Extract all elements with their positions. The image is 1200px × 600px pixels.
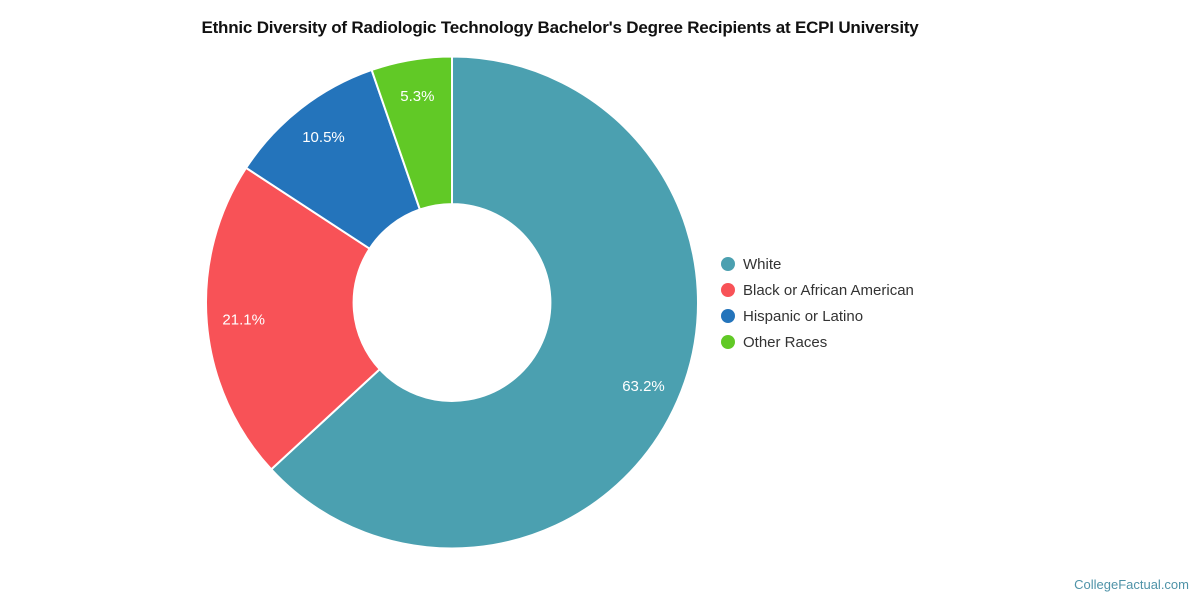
legend-marker-black-or-african-american-icon bbox=[721, 283, 735, 297]
legend-label: Other Races bbox=[743, 333, 828, 351]
pie-slice-other-races[interactable] bbox=[370, 55, 453, 211]
pie-slice-black-or-african-american[interactable] bbox=[204, 166, 381, 471]
legend-label: White bbox=[743, 255, 782, 273]
chart-title: Ethnic Diversity of Radiologic Technolog… bbox=[201, 18, 919, 37]
legend-item-black-or-african-american[interactable]: Black or African American bbox=[721, 277, 914, 303]
legend-item-hispanic-or-latino[interactable]: Hispanic or Latino bbox=[721, 303, 914, 329]
legend: White Black or African American Hispanic… bbox=[721, 251, 914, 355]
pie-slice-hispanic-or-latino[interactable] bbox=[245, 68, 421, 250]
legend-item-other-races[interactable]: Other Races bbox=[721, 329, 914, 355]
legend-label: Black or African American bbox=[743, 281, 914, 299]
legend-label: Hispanic or Latino bbox=[743, 307, 864, 325]
legend-marker-white-icon bbox=[721, 257, 735, 271]
pie-slice-white[interactable] bbox=[270, 55, 699, 550]
legend-marker-other-races-icon bbox=[721, 335, 735, 349]
legend-marker-hispanic-or-latino-icon bbox=[721, 309, 735, 323]
legend-item-white[interactable]: White bbox=[721, 251, 914, 277]
watermark-link[interactable]: CollegeFactual.com bbox=[1074, 577, 1189, 592]
